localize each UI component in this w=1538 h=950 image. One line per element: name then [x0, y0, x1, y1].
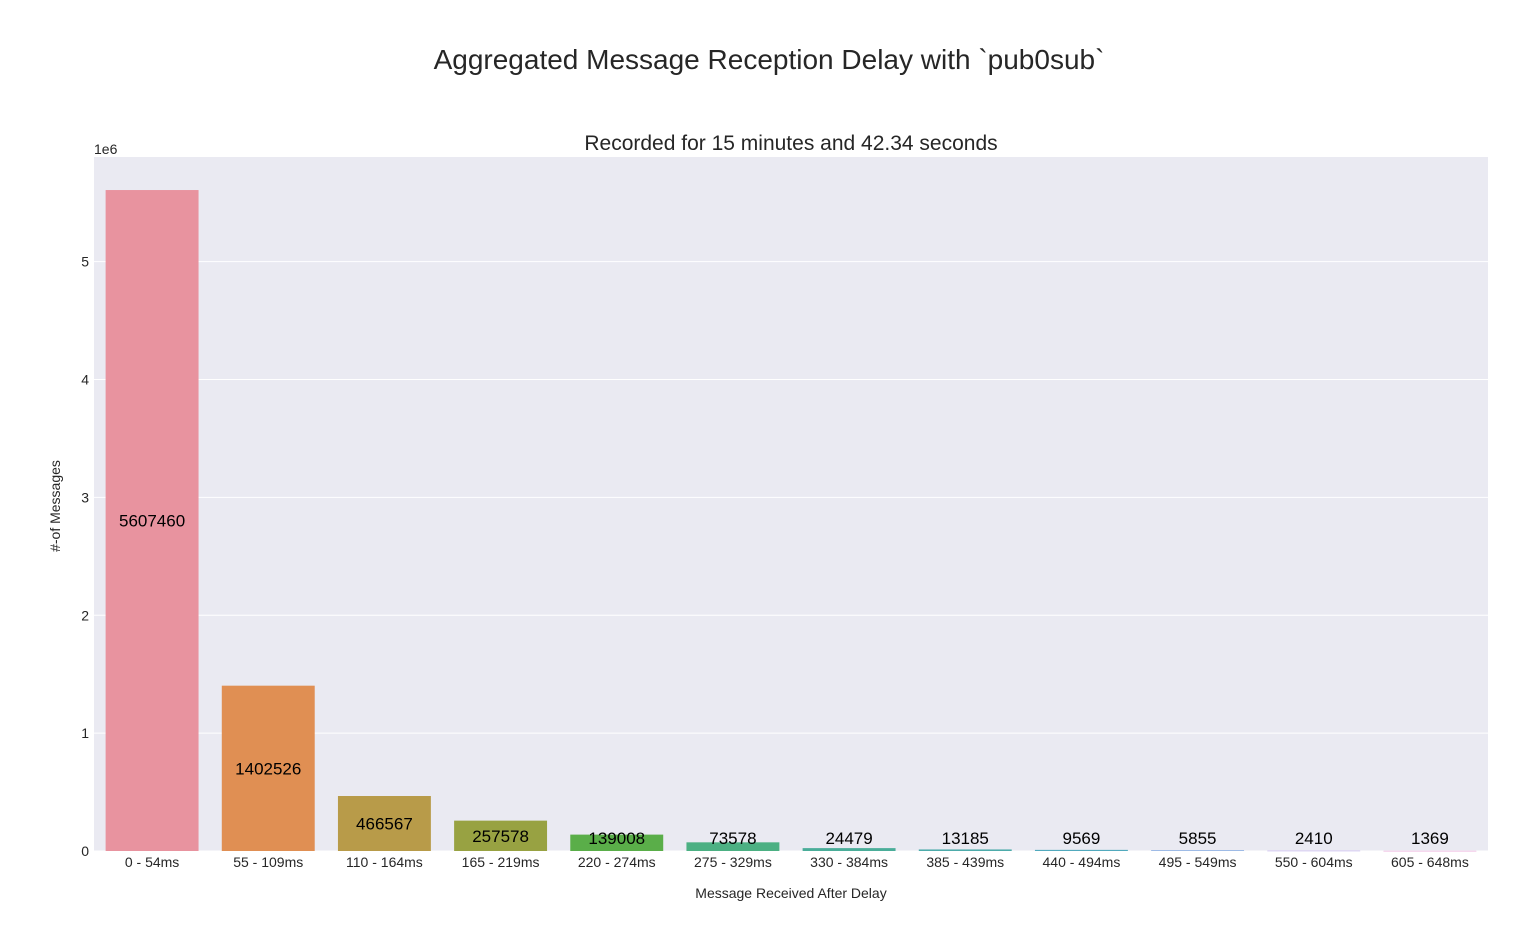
y-axis: 0 1 2 3 4 5 — [81, 254, 89, 859]
bar — [686, 842, 780, 851]
y-tick-label: 1 — [81, 725, 89, 741]
x-axis: 0 - 54ms 55 - 109ms 110 - 164ms 165 - 219ms… — [125, 854, 1469, 870]
x-tick-label: 110 - 164ms — [346, 854, 423, 870]
x-axis-title: Message Received After Delay — [695, 885, 886, 901]
x-tick-label: 220 - 274ms — [578, 854, 656, 870]
y-axis-offset-label: 1e6 — [94, 141, 118, 157]
y-tick-label: 0 — [81, 843, 89, 859]
bar-value-label: 9569 — [1063, 829, 1101, 848]
bar-value-label: 139008 — [588, 829, 645, 848]
y-tick-label: 5 — [81, 254, 89, 270]
figure-title: Aggregated Message Reception Delay with … — [433, 44, 1105, 75]
chart-subtitle: Recorded for 15 minutes and 42.34 second… — [584, 132, 997, 155]
y-tick-label: 4 — [81, 372, 89, 388]
bar — [570, 834, 664, 851]
bar — [1383, 850, 1477, 852]
bar-value-label: 5607460 — [119, 512, 185, 531]
x-tick-label: 0 - 54ms — [125, 854, 179, 870]
bar — [337, 796, 431, 851]
bar — [221, 685, 315, 851]
bar — [1267, 850, 1361, 852]
y-tick-label: 3 — [81, 489, 89, 505]
bars — [105, 190, 1477, 852]
bar — [105, 190, 199, 852]
bar — [802, 848, 896, 851]
y-axis-title: #-of Messages — [47, 460, 63, 552]
bar-value-label: 5855 — [1179, 829, 1217, 848]
plot-area — [94, 157, 1488, 851]
y-tick-label: 2 — [81, 607, 89, 623]
x-tick-label: 495 - 549ms — [1159, 854, 1237, 870]
bar-value-label: 24479 — [825, 829, 872, 848]
bar-value-label: 1402526 — [235, 759, 301, 778]
bar-value-label: 1369 — [1411, 829, 1449, 848]
x-tick-label: 385 - 439ms — [926, 854, 1004, 870]
bar-value-label: 73578 — [709, 829, 756, 848]
bar — [454, 820, 548, 851]
x-tick-label: 330 - 384ms — [810, 854, 888, 870]
x-tick-label: 55 - 109ms — [233, 854, 303, 870]
bar-value-labels: 5607460 1402526 466567 257578 139008 73578 244… — [119, 512, 1449, 848]
bar — [1034, 849, 1128, 851]
x-tick-label: 275 - 329ms — [694, 854, 772, 870]
bar-value-label: 13185 — [942, 829, 989, 848]
x-tick-label: 440 - 494ms — [1043, 854, 1121, 870]
x-tick-label: 165 - 219ms — [462, 854, 540, 870]
bar-value-label: 466567 — [356, 815, 413, 834]
bar-value-label: 257578 — [472, 827, 529, 846]
x-tick-label: 550 - 604ms — [1275, 854, 1353, 870]
bar-value-label: 2410 — [1295, 829, 1333, 848]
x-tick-label: 605 - 648ms — [1391, 854, 1469, 870]
grid-lines — [94, 261, 1488, 852]
bar — [918, 849, 1012, 851]
bar — [1151, 850, 1245, 851]
